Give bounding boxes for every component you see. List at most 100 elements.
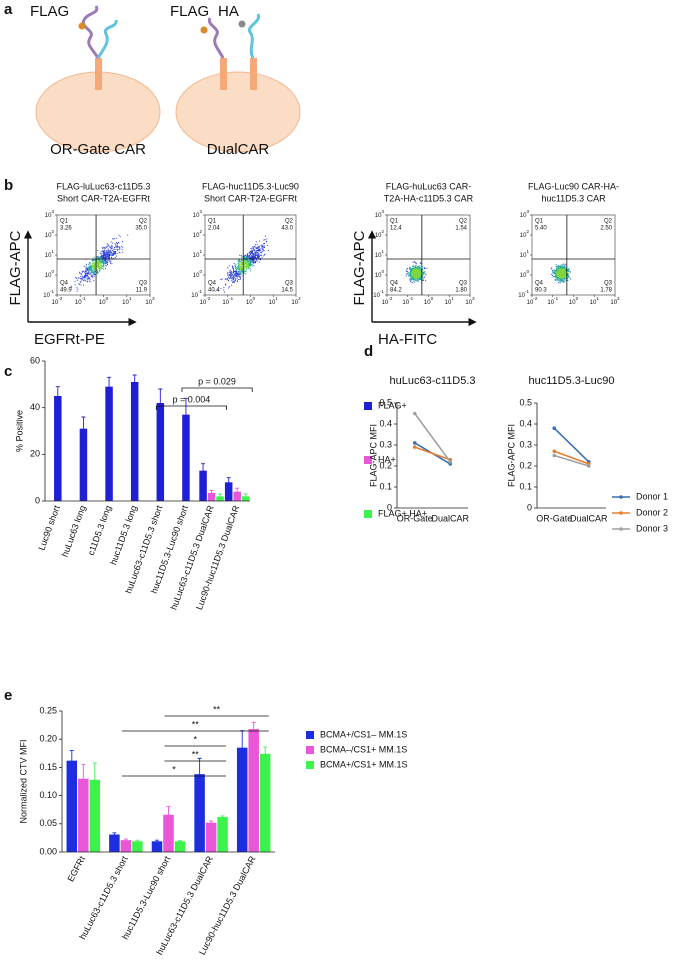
- bar: [199, 470, 207, 501]
- plot-title: Short CAR-T2A-EGFRt: [57, 193, 151, 203]
- tick-base: 10: [424, 300, 431, 306]
- axis-label: HA-FITC: [378, 331, 437, 348]
- tick-exponent: -1: [82, 296, 86, 301]
- tick-exponent: 3: [526, 209, 529, 214]
- tick-exponent: 0: [106, 296, 109, 301]
- tick-base: 10: [527, 300, 534, 306]
- y-tick-label: 0.3: [379, 439, 392, 449]
- y-tick-label: 0.25: [39, 705, 57, 715]
- legend-label: FLAG+ HA+: [378, 508, 427, 518]
- quadrant-value: 2.50: [600, 226, 612, 232]
- legend-swatch: [619, 495, 623, 499]
- legend-swatch: [619, 527, 623, 531]
- bar: [233, 491, 241, 501]
- line: [554, 454, 589, 467]
- error-bar: [235, 487, 240, 496]
- axis-label: FLAG-APC MFI: [506, 424, 516, 487]
- tick-exponent: 2: [199, 229, 202, 234]
- legend-swatch: [306, 746, 314, 754]
- y-tick-label: 0: [527, 502, 532, 512]
- tick-base: 10: [43, 293, 50, 299]
- quadrant-value: 3.26: [60, 226, 72, 232]
- point: [448, 460, 453, 464]
- quadrant-name: Q4: [60, 281, 69, 287]
- y-tick-label: 0.05: [39, 818, 57, 828]
- tick-base: 10: [291, 300, 298, 306]
- bar: [54, 396, 62, 501]
- y-tick-label: 0.5: [519, 397, 532, 407]
- error-bar: [220, 815, 225, 819]
- significance-label: p = 0.029: [198, 376, 236, 386]
- tick-base: 10: [193, 233, 200, 239]
- error-bar: [158, 388, 163, 418]
- events: [407, 265, 426, 283]
- flow-plot: FLAG-Luc90 CAR-HA-huc11D5.3 CARQ15.40Q22…: [518, 181, 620, 305]
- panel-label: a: [4, 1, 13, 18]
- tick-base: 10: [269, 300, 276, 306]
- x-tick-label: 10-2: [52, 296, 63, 305]
- y-tick-label: 10-1: [518, 289, 529, 298]
- quadrant-name: Q4: [390, 281, 399, 287]
- tick-exponent: 1: [381, 249, 384, 254]
- tick-base: 10: [465, 300, 472, 306]
- tick-base: 10: [375, 213, 382, 219]
- legend-label: BCMA–/CS1+ MM.1S: [320, 744, 407, 754]
- tick-base: 10: [569, 300, 576, 306]
- y-tick-label: 0.2: [379, 460, 392, 470]
- y-tick-label: 0.1: [519, 481, 532, 491]
- plot-title: FLAG-Luc90 CAR-HA-: [528, 181, 619, 191]
- y-tick-label: 102: [375, 229, 385, 238]
- flag-tag: [78, 22, 86, 30]
- cell: [175, 71, 301, 153]
- events: [91, 260, 102, 271]
- tick-exponent: 1: [596, 296, 599, 301]
- events: [410, 268, 422, 279]
- y-tick-label: 0: [387, 502, 392, 512]
- plot-title: Short CAR-T2A-EGFRt: [204, 193, 298, 203]
- y-tick-label: 100: [375, 269, 385, 278]
- tick-base: 10: [145, 300, 152, 306]
- events: [70, 234, 129, 292]
- tick-base: 10: [45, 213, 52, 219]
- legend-swatch: [364, 510, 372, 518]
- x-tick-label: 10-1: [222, 296, 233, 305]
- legend-swatch: [364, 456, 372, 464]
- x-tick-label: huc11D5.3 long: [108, 504, 139, 566]
- tick-base: 10: [75, 300, 82, 306]
- y-tick-label: 0.15: [39, 762, 57, 772]
- legend-label: BCMA+/CS1+ MM.1S: [320, 759, 408, 769]
- quadrant-value: 5.40: [535, 226, 547, 232]
- tick-base: 10: [520, 273, 527, 279]
- line: [414, 446, 451, 461]
- events: [234, 256, 253, 275]
- cell-label: OR-Gate CAR: [50, 141, 146, 158]
- quadrant-name: Q3: [139, 281, 148, 287]
- tick-base: 10: [375, 233, 382, 239]
- quadrant-value: 40.4: [208, 288, 220, 294]
- quadrant-value: 84.2: [390, 288, 402, 294]
- point: [412, 411, 417, 416]
- bar: [174, 841, 186, 852]
- quadrant-name: Q2: [285, 219, 294, 225]
- quadrant-name: Q4: [208, 281, 217, 287]
- bar: [163, 814, 174, 852]
- bar: [79, 428, 88, 501]
- quadrant-name: Q1: [535, 219, 544, 225]
- quadrant-value: 35.0: [135, 226, 147, 232]
- error-bar: [178, 840, 182, 843]
- y-tick-label: 20: [30, 449, 40, 459]
- tick-exponent: 3: [51, 209, 54, 214]
- axis-label: Normalized CTV MFI: [18, 739, 28, 823]
- quadrant-name: Q1: [60, 219, 69, 225]
- tick-base: 10: [547, 300, 554, 306]
- bar: [151, 841, 163, 852]
- flow-plot: FLAG-huc11D5.3-Luc90 Short CAR-T2A-EGFRt Q…: [191, 181, 301, 305]
- quadrant-value: 43.0: [281, 226, 293, 232]
- y-tick-label: 103: [45, 209, 55, 218]
- tick-exponent: -2: [206, 296, 210, 301]
- legend-label: Donor 1: [636, 491, 668, 501]
- tick-base: 10: [45, 253, 52, 259]
- bar: [248, 729, 259, 852]
- x-tick-label: 101: [445, 296, 455, 305]
- tick-exponent: 1: [129, 296, 132, 301]
